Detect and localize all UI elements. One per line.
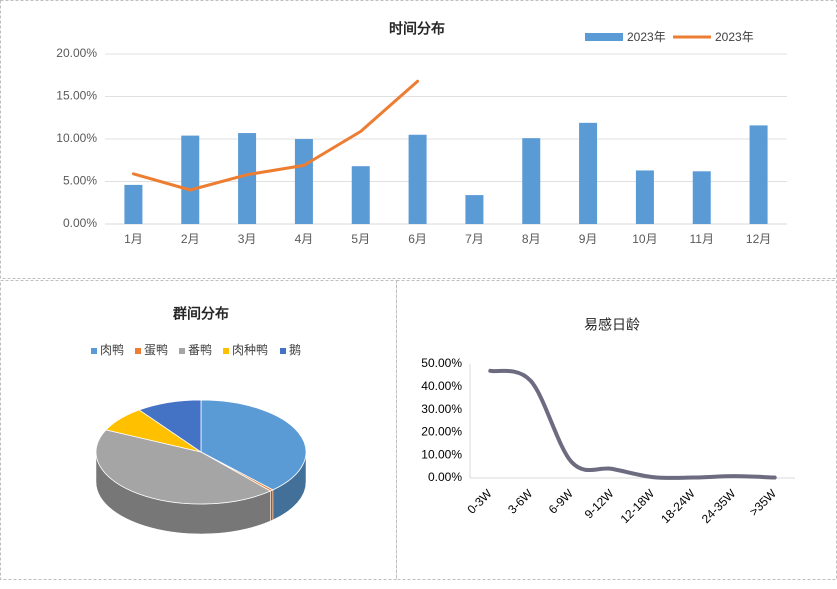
- panel: [396, 280, 837, 580]
- x-tick-label: 8月: [522, 232, 541, 246]
- x-tick-label: 4月: [295, 232, 314, 246]
- legend-label: 2023年: [627, 30, 666, 44]
- bar: [579, 122, 598, 224]
- y-tick-label: 15.00%: [56, 89, 97, 103]
- x-tick-label: 7月: [465, 232, 484, 246]
- y-tick-label: 10.00%: [56, 131, 97, 145]
- x-tick-label: 0-3W: [465, 486, 496, 517]
- x-tick-label: >35W: [747, 486, 780, 519]
- panel: [0, 280, 397, 580]
- pie-slice: [138, 399, 202, 453]
- chart-title: 群间分布: [172, 306, 229, 322]
- legend-label: 肉种鸭: [232, 343, 268, 357]
- legend-swatch: [135, 348, 141, 354]
- x-tick-label: 12月: [746, 232, 771, 246]
- bar: [294, 139, 313, 224]
- y-tick-label: 20.00%: [56, 46, 97, 60]
- x-tick-label: 1月: [124, 232, 143, 246]
- bar: [351, 166, 370, 224]
- bar: [408, 134, 427, 224]
- bar: [124, 184, 143, 224]
- bar: [181, 135, 200, 224]
- x-tick-label: 10月: [632, 232, 657, 246]
- legend-swatch: [585, 33, 623, 41]
- y-tick-label: 5.00%: [63, 174, 97, 188]
- pie-side: [270, 489, 274, 522]
- bar: [749, 125, 768, 224]
- bar: [692, 171, 711, 224]
- x-tick-label: 9-12W: [582, 486, 617, 521]
- x-tick-label: 24-35W: [699, 486, 739, 526]
- x-tick-label: 6-9W: [546, 486, 577, 517]
- line: [488, 368, 777, 480]
- y-tick-label: 0.00%: [428, 470, 462, 484]
- chart-title: 易感日龄: [584, 317, 640, 333]
- legend-label: 2023年: [715, 30, 754, 44]
- legend-swatch: [179, 348, 185, 354]
- x-tick-label: 9月: [579, 232, 598, 246]
- bar: [635, 170, 654, 224]
- pie-slice: [95, 429, 272, 505]
- x-tick-label: 2月: [181, 232, 200, 246]
- y-tick-label: 10.00%: [421, 447, 462, 461]
- y-tick-label: 50.00%: [421, 356, 462, 370]
- legend-label: 蛋鸭: [144, 343, 168, 357]
- x-tick-label: 3月: [238, 232, 257, 246]
- chart-title: 时间分布: [389, 21, 445, 37]
- legend-label: 番鸭: [188, 343, 212, 357]
- y-tick-label: 0.00%: [63, 216, 97, 230]
- y-tick-label: 30.00%: [421, 402, 462, 416]
- legend-swatch: [91, 348, 97, 354]
- legend-swatch: [280, 348, 286, 354]
- bar: [465, 195, 484, 224]
- y-tick-label: 40.00%: [421, 379, 462, 393]
- x-tick-label: 18-24W: [658, 486, 698, 526]
- legend-label: 肉鸭: [100, 343, 124, 357]
- bar: [238, 133, 257, 224]
- pie-slice: [200, 399, 307, 491]
- y-tick-label: 20.00%: [421, 425, 462, 439]
- x-tick-label: 3-6W: [505, 486, 536, 517]
- bar: [522, 138, 541, 224]
- x-tick-label: 5月: [351, 232, 370, 246]
- x-tick-label: 12-18W: [618, 486, 658, 526]
- legend-swatch: [223, 348, 229, 354]
- legend-label: 鹅: [289, 343, 301, 357]
- line: [131, 79, 420, 192]
- x-tick-label: 11月: [690, 232, 714, 246]
- x-tick-label: 6月: [408, 232, 427, 246]
